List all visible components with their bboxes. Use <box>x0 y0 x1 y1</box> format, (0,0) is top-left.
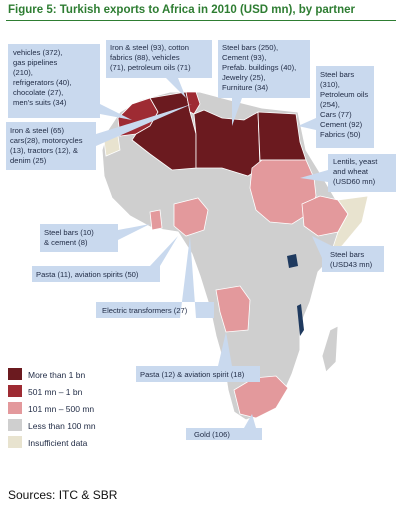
callout-line: Furniture (34) <box>222 83 268 92</box>
callout-line: Jewelry (25), <box>222 73 265 82</box>
legend-swatch-101-500mn <box>8 402 22 414</box>
legend: More than 1 bn 501 mn – 1 bn 101 mn – 50… <box>8 368 96 448</box>
region-nigeria <box>173 197 209 237</box>
callout-line: Steel bars <box>330 250 364 259</box>
callout-line: Cars (77) <box>320 110 352 119</box>
callout-line: vehicles (372), <box>13 48 62 57</box>
callout-egypt: Steel bars (310), Petroleum oils (254), … <box>298 66 374 148</box>
callout-nigeria: Pasta (11), aviation spirits (50) <box>32 236 178 282</box>
callout-line: (USD60 mn) <box>333 177 376 186</box>
callout-line: Steel bars (250), <box>222 43 278 52</box>
callout-line: fabrics (88), vehicles <box>110 53 180 62</box>
legend-label: Less than 100 mn <box>28 421 96 431</box>
svg-text:Steel bars (10) & cement: Steel bars (10) & cement (8) <box>44 228 96 247</box>
callout-line: (310), <box>320 80 340 89</box>
region-madagascar <box>321 325 339 373</box>
callout-morocco: vehicles (372), gas pipelines (210), ref… <box>8 44 132 120</box>
callout-line: Electric transformers (27) <box>102 306 188 315</box>
callout-algeria: Iron & steel (93), cotton fabrics (88), … <box>106 40 212 98</box>
callout-line: Iron & steel (93), cotton <box>110 43 189 52</box>
callout-line: men's suits (34) <box>13 98 67 107</box>
callout-line: cars(28), motorcycles <box>10 136 83 145</box>
svg-text:Iron & steel (65) cars(2: Iron & steel (65) cars(28), motorcycles … <box>10 126 85 165</box>
title-underline <box>6 20 396 21</box>
legend-swatch-501mn-1bn <box>8 385 22 397</box>
svg-text:Steel bars (USD43 mn): Steel bars (USD43 mn) <box>330 250 373 269</box>
callout-line: Petroleum oils <box>320 90 368 99</box>
lake-malawi <box>297 304 304 336</box>
region-libya <box>193 109 261 177</box>
callout-line: Pasta (12) & aviation spirit (18) <box>140 370 245 379</box>
callout-sudan: Lentils, yeast and wheat (USD60 mn) <box>300 154 396 192</box>
legend-swatch-insufficient-data <box>8 436 22 448</box>
callout-line: denim (25) <box>10 156 47 165</box>
callout-line: Steel bars <box>320 70 354 79</box>
callout-line: Cement (93), <box>222 53 266 62</box>
callout-line: chocolate (27), <box>13 88 63 97</box>
svg-text:vehicles (372), gas pipe: vehicles (372), gas pipelines (210), ref… <box>13 48 74 107</box>
callout-line: Iron & steel (65) <box>10 126 64 135</box>
callout-line: gas pipelines <box>13 58 58 67</box>
callout-line: & cement (8) <box>44 238 88 247</box>
legend-label: More than 1 bn <box>28 370 85 380</box>
callout-line: Gold (106) <box>194 430 230 439</box>
svg-text:Lentils, yeast and wheat: Lentils, yeast and wheat (USD60 mn) <box>333 157 379 186</box>
legend-label: 501 mn – 1 bn <box>28 387 83 397</box>
region-tunisia <box>185 91 201 115</box>
callout-angola: Pasta (12) & aviation spirit (18) <box>136 332 260 382</box>
callout-line: Prefab. buildings (40), <box>222 63 296 72</box>
legend-swatch-more-than-1bn <box>8 368 22 380</box>
svg-text:Pasta (12) & aviation spirit (: Pasta (12) & aviation spirit (18) <box>140 370 245 379</box>
callout-libya: Steel bars (250), Cement (93), Prefab. b… <box>218 40 310 126</box>
svg-text:Iron & steel (93), cotton: Iron & steel (93), cotton fabrics (88), … <box>110 43 191 72</box>
callout-line: Cement (92) <box>320 120 363 129</box>
svg-text:Steel bars (310),: Steel bars (310), Petroleum oils (254), … <box>320 70 370 139</box>
callout-line: Steel bars (10) <box>44 228 94 237</box>
svg-text:Gold (106): Gold (106) <box>194 430 230 439</box>
callout-line: and wheat <box>333 167 369 176</box>
legend-label: Insufficient data <box>28 438 88 448</box>
callout-line: Fabrics (50) <box>320 130 361 139</box>
legend-swatch-less-than-100mn <box>8 419 22 431</box>
callout-line: Lentils, yeast <box>333 157 378 166</box>
callout-line: Pasta (11), aviation spirits (50) <box>36 270 139 279</box>
callout-line: refrigerators (40), <box>13 78 72 87</box>
svg-text:Steel bars (250), Cement: Steel bars (250), Cement (93), Prefab. b… <box>222 43 298 92</box>
lake-victoria <box>287 254 298 268</box>
source-note: Sources: ITC & SBR <box>8 488 118 502</box>
region-egypt <box>257 111 307 161</box>
callout-line: (210), <box>13 68 33 77</box>
callout-ethiopia: Steel bars (USD43 mn) <box>312 236 384 272</box>
region-ghana <box>149 209 163 231</box>
callout-ghana: Steel bars (10) & cement (8) <box>40 224 150 252</box>
callout-line: (71), petroleum oils (71) <box>110 63 191 72</box>
svg-text:Pasta (11), aviation spirits (: Pasta (11), aviation spirits (50) <box>36 270 139 279</box>
legend-label: 101 mn – 500 mn <box>28 404 94 414</box>
svg-text:Electric transformers (27): Electric transformers (27) <box>102 306 188 315</box>
callout-south-africa: Gold (106) <box>186 414 262 440</box>
callout-cameroon: Electric transformers (27) <box>96 236 214 318</box>
callout-line: (13), tractors (12), & <box>10 146 78 155</box>
figure-title: Figure 5: Turkish exports to Africa in 2… <box>8 4 355 16</box>
callout-line: (254), <box>320 100 340 109</box>
callout-line: (USD43 mn) <box>330 260 373 269</box>
callout-tunisia: Iron & steel (65) cars(28), motorcycles … <box>6 104 192 170</box>
region-angola <box>215 285 251 333</box>
